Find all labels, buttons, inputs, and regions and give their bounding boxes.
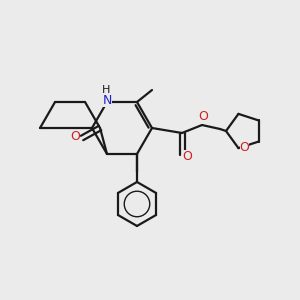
Text: O: O [182, 149, 192, 163]
Text: O: O [70, 130, 80, 143]
Text: O: O [239, 141, 249, 154]
Text: O: O [198, 110, 208, 124]
Text: N: N [102, 94, 112, 106]
Text: H: H [102, 85, 110, 95]
